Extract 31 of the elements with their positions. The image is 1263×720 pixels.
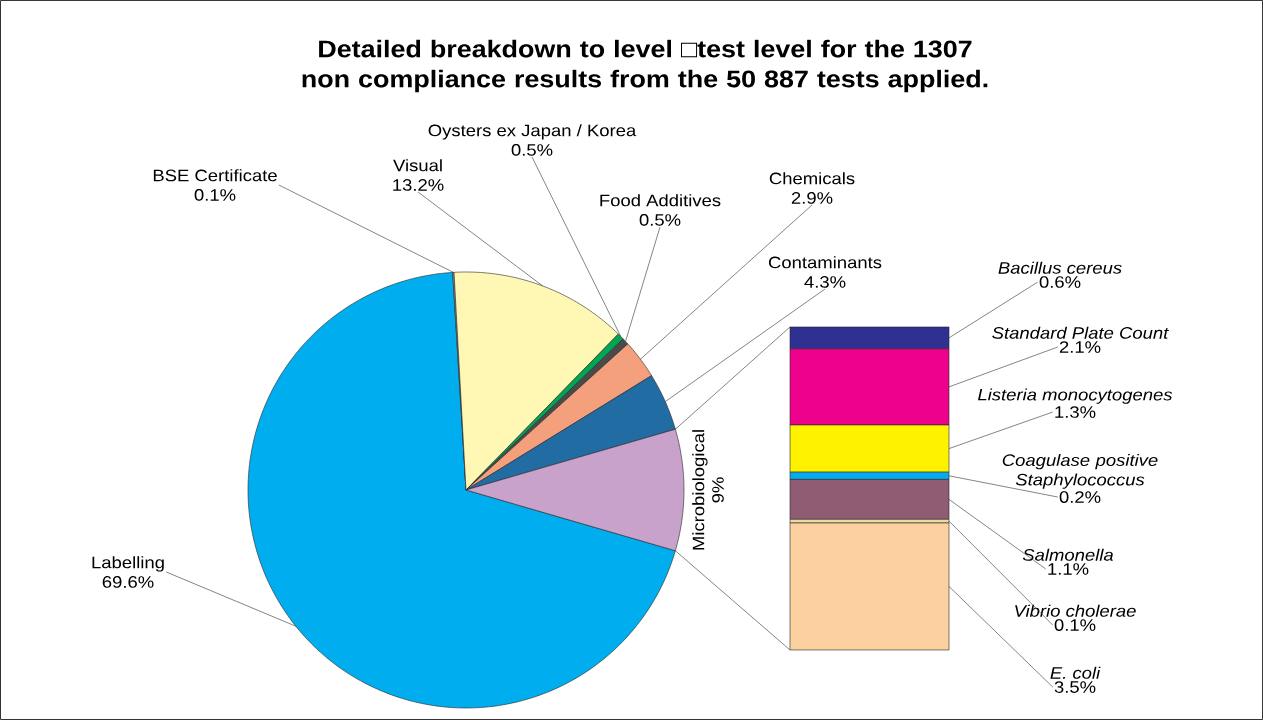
slice-label: Labelling xyxy=(92,556,164,572)
data-label: 0.2% xyxy=(1059,491,1101,503)
chart-title: Detailed breakdown to level □test level for the 1307 non compliance results from the 50 887 tests applied. xyxy=(302,39,988,93)
slice-label: Oysters ex Japan / Korea xyxy=(428,124,637,140)
slice-label: Chemicals xyxy=(769,172,855,185)
slice-label: BSE Certificate xyxy=(153,169,277,182)
text: Coagulase positive Staphylococcus xyxy=(1002,453,1158,489)
data-label: 1.3% xyxy=(1055,406,1096,418)
slice-label: Microbiological xyxy=(692,430,708,550)
text: Salmonella xyxy=(1022,548,1114,561)
data-label: 2.1% xyxy=(1059,341,1101,353)
data-label: 3.5% xyxy=(1054,681,1096,693)
text: Bacillus cereus xyxy=(998,261,1122,274)
text: E. coli xyxy=(1050,666,1101,679)
text: Standard Plate Count xyxy=(992,326,1169,339)
slice-label: Contaminants xyxy=(768,256,882,269)
data-label: 0.1% xyxy=(194,189,236,201)
text: Vibrio cholerae xyxy=(1015,604,1136,617)
text: Listeria monocytogenes xyxy=(977,388,1173,404)
slice-label: Food Additives xyxy=(600,194,721,207)
data-label: 0.5% xyxy=(639,214,681,226)
data-label: 4.3% xyxy=(804,276,846,288)
slice-label: Visual xyxy=(393,159,442,172)
data-label: 2.9% xyxy=(791,192,833,204)
data-label: 0.1% xyxy=(1054,619,1096,631)
data-label: 1.1% xyxy=(1048,563,1089,575)
data-label: 9% xyxy=(712,477,724,503)
data-label: 69.6% xyxy=(102,576,154,588)
data-label: 0.5% xyxy=(511,144,553,156)
data-label: 0.6% xyxy=(1039,276,1081,288)
data-label: 13.2% xyxy=(393,179,444,191)
